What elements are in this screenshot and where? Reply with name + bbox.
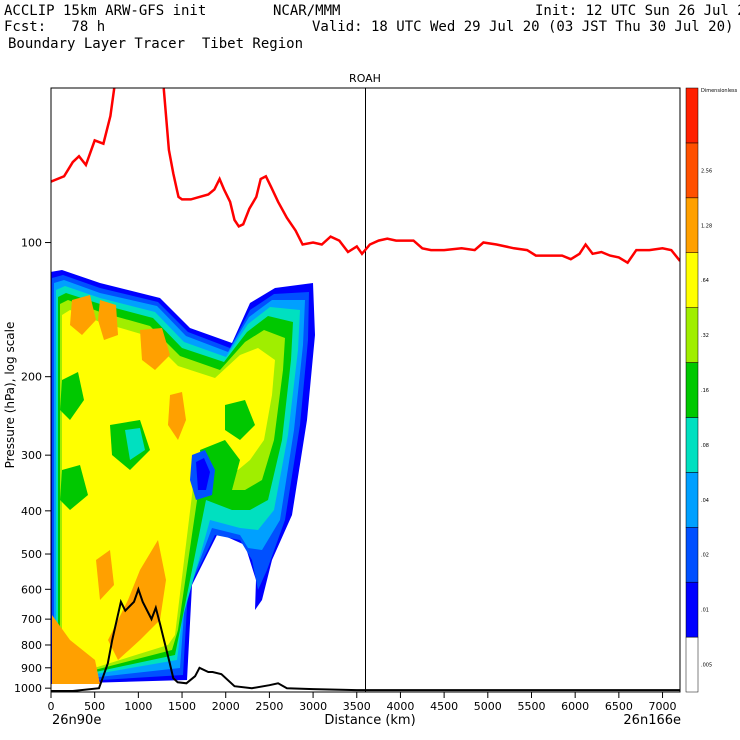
tracer-blob-orange-1 [70,295,96,335]
header-org: NCAR/MMM [273,3,341,19]
y-tick-label: 600 [21,583,42,596]
colorbar-label: .08 [701,443,709,449]
tracer-contour-yellow [62,310,275,678]
tracer-blob-cyan-1 [125,428,145,460]
x-tick-label: 500 [84,700,105,713]
header-model: ACCLIP 15km ARW-GFS init [4,3,207,19]
colorbar-title: Dimensionless [701,88,738,94]
colorbar-label: .64 [701,278,709,284]
x-tick-label: 1000 [124,700,152,713]
colorbar-swatch [685,417,699,473]
header-product: Boundary Layer Tracer Tibet Region [8,36,304,52]
tracer-blob-green-5 [225,400,255,440]
x-tick-label: 2500 [255,700,283,713]
colorbar-swatch [685,307,699,363]
colorbar-swatch [685,527,699,583]
y-tick-label: 500 [21,548,42,561]
colorbar: .005 .01 .02 .04 .08 .16 .32 .64 1.28 2.56 [685,87,712,693]
plot-frame [50,87,681,693]
colorbar-label: .04 [701,498,709,504]
x-tick-label: 6000 [561,700,589,713]
x-tick-label: 0 [48,700,55,713]
colorbar-swatch [685,636,699,693]
colorbar-swatch [685,87,699,144]
plot-area [51,88,680,692]
header-init: Init: 12 UTC Sun 26 Jul 20 [535,3,740,19]
x-tick-label: 2000 [212,700,240,713]
x-tick-label: 4000 [386,700,414,713]
y-axis-label: Pressure (hPa), log scale [3,322,17,469]
x-tick-label: 3500 [343,700,371,713]
tracer-blob-orange-3 [168,392,186,440]
tracer-blob-orange-6 [108,540,166,660]
tracer-blob-darkblue-1 [196,458,210,490]
colorbar-label: 2.56 [701,168,712,174]
y-axis-ticks: 100 200 300 400 500 600 700 800 900 1000 [14,237,51,695]
colorbar-swatch [685,472,699,528]
terrain-line [51,586,680,692]
x-tick-label: 1500 [168,700,196,713]
x-tick-label: 6500 [605,700,633,713]
x-axis-ticks: 0 500 1000 1500 2000 2500 3000 3500 4000 4500 5000… [48,692,677,713]
y-tick-label: 100 [21,237,42,250]
tracer-blob-green-4 [60,372,84,420]
x-tick-label: 7000 [649,700,677,713]
colorbar-label: .01 [701,608,709,614]
x-tick-label: 5500 [517,700,545,713]
x-tick-label: 5000 [474,700,502,713]
colorbar-label: .16 [701,388,709,394]
colorbar-swatch [685,197,699,253]
y-tick-label: 800 [21,639,42,652]
tracer-blob-orange-2 [140,328,170,370]
x-tick-label: 4500 [430,700,458,713]
y-tick-label: 700 [21,613,42,626]
header-valid: Valid: 18 UTC Wed 29 Jul 20 (03 JST Thu … [312,19,734,35]
x-tick-label: 3000 [299,700,327,713]
tracer-blob-green-3 [60,465,88,510]
y-tick-label: 900 [21,662,42,675]
x-axis-label: Distance (km) [324,713,415,728]
y-tick-label: 300 [21,449,42,462]
colorbar-swatch [685,142,699,199]
colorbar-swatch [685,581,699,638]
colorbar-label: .32 [701,333,709,339]
tracer-blob-orange-7 [96,550,114,600]
header-fcst: Fcst: 78 h [4,19,106,35]
y-tick-label: 200 [21,371,42,384]
tracer-blob-orange-5 [52,615,100,684]
y-tick-label: 1000 [14,682,42,695]
y-tick-label: 400 [21,505,42,518]
colorbar-swatch [685,252,699,308]
tropopause-line [51,88,680,265]
chart-title: ROAH [349,72,381,85]
x-end-label: 26n166e [623,713,681,728]
colorbar-label: 1.28 [701,223,712,229]
x-start-label: 26n90e [52,713,101,728]
colorbar-label: .02 [701,553,709,559]
colorbar-label: .005 [701,663,712,669]
tracer-blob-orange-4 [98,300,118,340]
colorbar-swatch [685,362,699,418]
